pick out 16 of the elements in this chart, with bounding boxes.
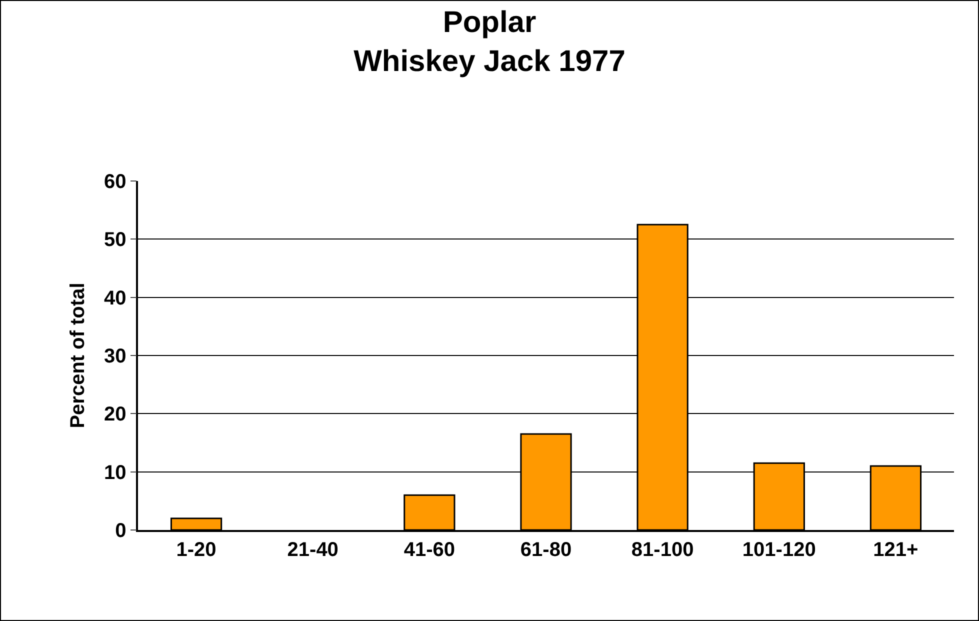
y-tick-label: 0 xyxy=(115,520,126,542)
y-tick-label: 40 xyxy=(104,287,126,310)
y-axis-title: Percent of total xyxy=(67,282,89,428)
x-tick-label: 41-60 xyxy=(404,538,456,561)
y-tick-label: 30 xyxy=(104,346,126,368)
chart-title: Poplar Whiskey Jack 1977 xyxy=(354,6,626,78)
y-tick-label: 20 xyxy=(104,404,126,426)
y-tick-label: 50 xyxy=(104,229,126,252)
x-tick-label: 81-100 xyxy=(631,538,694,561)
x-tick-label: 121+ xyxy=(873,538,918,561)
x-tick-label: 1-20 xyxy=(176,538,216,561)
x-tick-label: 61-80 xyxy=(520,538,572,561)
y-tick-label: 10 xyxy=(104,462,126,484)
y-tick-label: 60 xyxy=(104,171,126,193)
x-tick-label: 101-120 xyxy=(742,538,816,561)
x-tick-label: 21-40 xyxy=(287,538,338,561)
